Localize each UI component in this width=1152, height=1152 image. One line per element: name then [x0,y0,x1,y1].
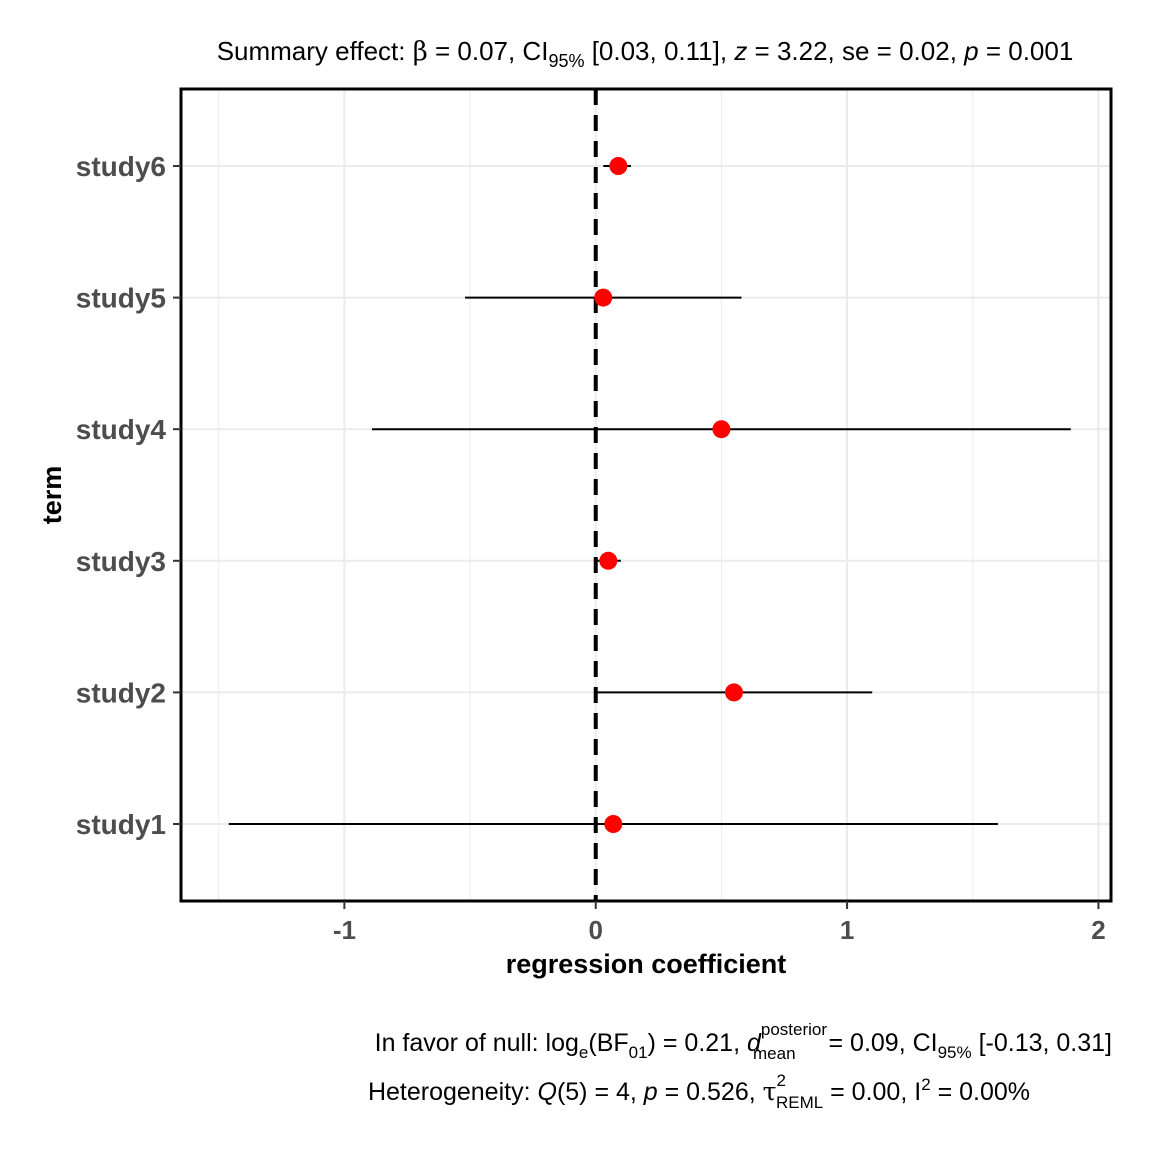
point-study6 [609,157,628,175]
caption1-sub-e: e [579,1043,588,1062]
title-ci-subscript: 95% [548,51,584,71]
title-p-value: = 0.001 [979,36,1074,66]
caption1-sup-posterior: posterior [761,1020,827,1039]
caption2-tau-symbol: τ [763,1077,777,1106]
x-tick-label: 1 [840,915,854,945]
plot-area [179,87,1113,903]
caption1-text-b: (BF [588,1029,628,1057]
grid-major-lines [181,89,1111,901]
caption1-sub-01: 01 [629,1043,648,1062]
point-study3 [599,551,618,570]
y-tick-label: study1 [76,809,166,840]
caption2-text-e: = 0.00% [931,1078,1030,1106]
chart-title: Summary effect: β = 0.07, CI95% [0.03, 0… [217,36,1074,71]
point-estimates [594,157,743,833]
caption1-text-e: [-0.13, 0.31] [972,1029,1112,1057]
point-study5 [594,288,613,307]
point-study2 [724,683,743,702]
y-tick-label: study5 [76,283,166,314]
title-beta-value: = 0.07, CI [428,36,549,66]
title-beta-symbol: β [413,37,428,67]
caption2-sup-2: 2 [776,1071,785,1090]
y-axis-label: term [37,466,67,525]
caption1-text-c: ) = 0.21, [648,1029,747,1057]
title-ci-value: [0.03, 0.11], [584,36,734,66]
caption1-d-symbol: d [747,1029,762,1057]
panel-border [179,87,1113,903]
caption2-text-b: (5) = 4, [557,1078,644,1106]
caption1-sub-mean: mean [753,1044,796,1063]
caption2-sub-reml: REML [776,1093,823,1112]
y-tick-label: study6 [76,151,166,182]
y-tick-label: study2 [76,677,166,708]
y-tick-label: study3 [76,546,166,577]
title-z-symbol: z [733,36,747,66]
point-study1 [604,815,623,833]
x-tick-label: 2 [1091,915,1105,945]
y-axis-ticks: study1 study2 study3 study4 study5 study6 [76,151,181,840]
title-p-symbol: p [963,36,978,66]
y-tick-label: study4 [76,414,167,445]
caption-line-heterogeneity: Heterogeneity: Q(5) = 4, p = 0.526, τ2 RE… [368,1071,1030,1112]
caption1-sub-95: 95% [938,1043,972,1062]
title-prefix: Summary effect: [217,36,413,66]
caption2-text-a: Heterogeneity: [368,1078,538,1106]
caption1-text-d: = 0.09, CI [822,1029,938,1057]
caption2-q-symbol: Q [537,1078,556,1106]
caption2-p-symbol: p [643,1078,658,1106]
confidence-intervals [228,165,1071,825]
x-tick-label: -1 [333,915,356,945]
caption-line-bayes: In favor of null: loge(BF01) = 0.21, dpo… [375,1020,1112,1063]
caption2-sup-i2: 2 [921,1075,930,1094]
grid-minor-lines [218,89,974,901]
x-axis-ticks: -1 0 1 2 [333,901,1106,945]
x-tick-label: 0 [588,915,602,945]
x-axis-label: regression coefficient [506,949,787,979]
caption2-text-d: = 0.00, I [823,1078,921,1106]
caption2-text-c: = 0.526, [658,1078,763,1106]
title-z-value: = 3.22, se = 0.02, [747,36,964,66]
point-study4 [712,420,731,439]
caption1-text-a: In favor of null: log [375,1029,579,1057]
